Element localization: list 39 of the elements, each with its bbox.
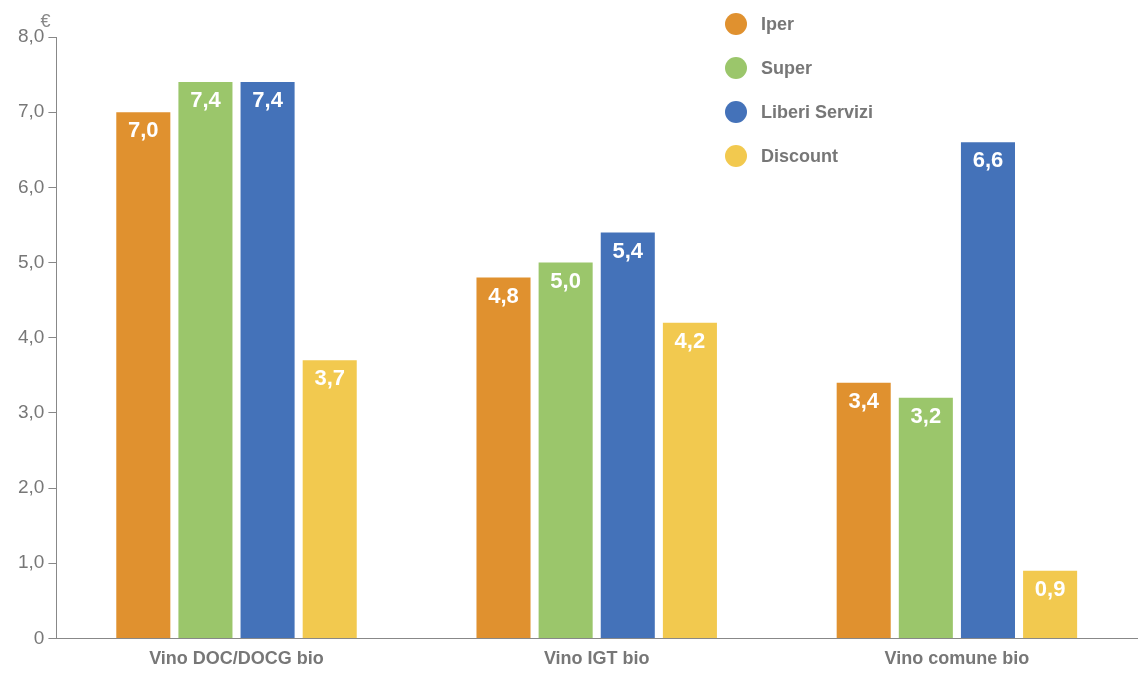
bar xyxy=(960,142,1015,638)
bar xyxy=(116,112,171,638)
y-tick-label: 5,0 xyxy=(17,250,45,272)
x-tick-label: Vino DOC/DOCG bio xyxy=(149,648,324,669)
x-tick-label: Vino IGT bio xyxy=(543,648,650,669)
y-tick-label: 2,0 xyxy=(17,476,45,498)
legend-label: Iper xyxy=(761,13,795,35)
y-tick-label: 6,0 xyxy=(17,175,45,197)
y-tick-label: 7,0 xyxy=(17,100,45,122)
data-label: 0,9 xyxy=(1034,575,1066,601)
legend-label: Liberi Servizi xyxy=(761,101,874,123)
bar xyxy=(476,277,531,638)
bar xyxy=(836,382,891,638)
data-label: 7,0 xyxy=(128,117,159,143)
bar xyxy=(302,360,357,638)
data-label: 3,4 xyxy=(848,387,880,413)
data-label: 3,2 xyxy=(910,402,942,428)
x-tick-label: Vino comune bio xyxy=(884,648,1030,669)
data-label: 4,8 xyxy=(488,282,519,308)
bar xyxy=(240,82,295,638)
bar xyxy=(600,232,655,638)
y-tick-label: 0 xyxy=(33,626,45,648)
bar xyxy=(1023,570,1078,638)
bar xyxy=(538,262,593,638)
y-tick-label: 3,0 xyxy=(17,401,45,423)
bar xyxy=(662,322,717,638)
data-label: 6,6 xyxy=(972,147,1004,173)
bar xyxy=(178,82,233,638)
data-label: 4,2 xyxy=(674,327,706,353)
data-label: 3,7 xyxy=(314,365,346,391)
data-label: 5,0 xyxy=(550,267,581,293)
data-label: 7,4 xyxy=(190,87,222,113)
data-label: 7,4 xyxy=(252,87,284,113)
legend-label: Discount xyxy=(761,145,839,167)
bar xyxy=(898,397,953,638)
y-tick-label: 4,0 xyxy=(17,325,45,347)
legend-label: Super xyxy=(761,57,813,79)
data-label: 5,4 xyxy=(612,237,644,263)
y-tick-label: 1,0 xyxy=(17,551,45,573)
